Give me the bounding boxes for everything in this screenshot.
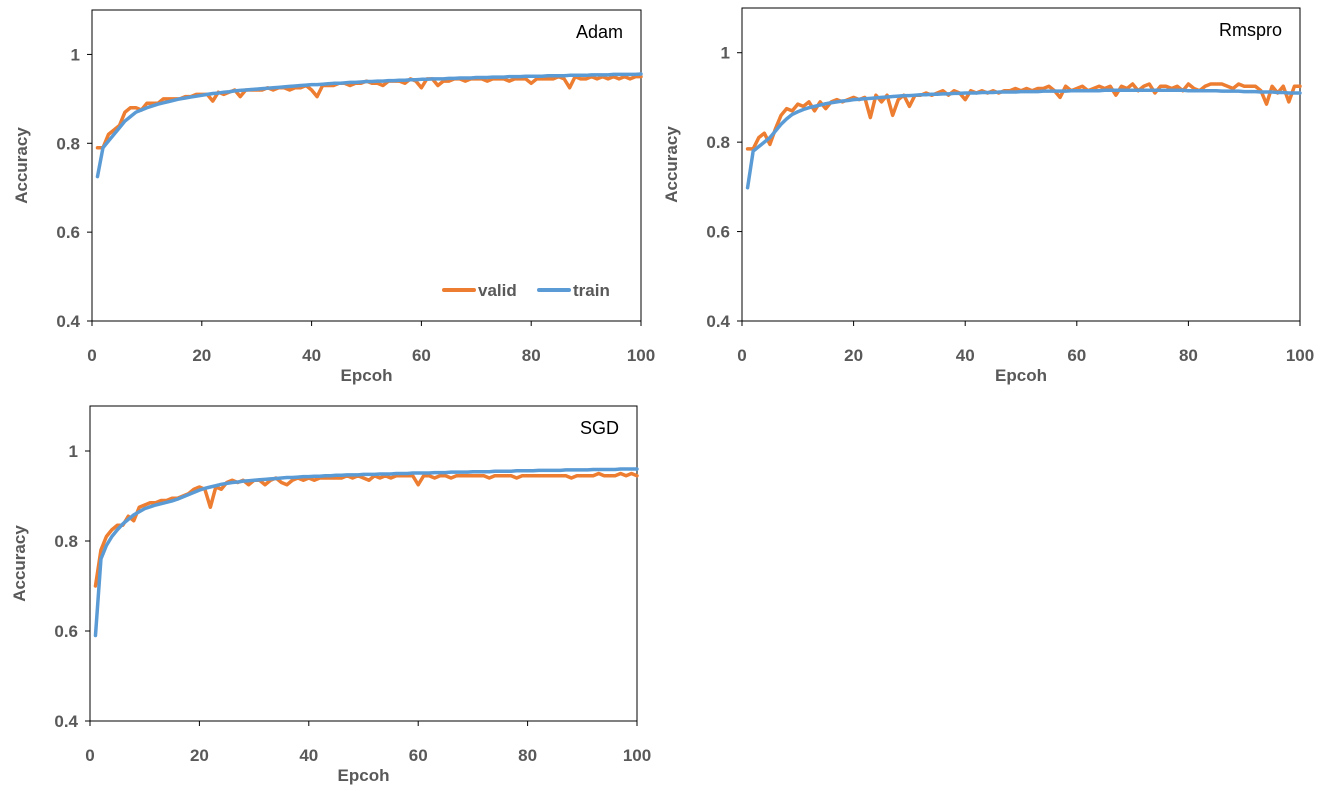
panel3-plot-area [89, 405, 638, 722]
panel1-xtick-label: 80 [522, 346, 541, 365]
panel2-ytick-label: 1 [721, 44, 730, 63]
panel1-x-axis-title: Epcoh [341, 366, 393, 385]
panel1-ytick-label: 0.8 [56, 134, 80, 153]
panel1-xtick-label: 100 [627, 346, 655, 365]
panel3-ytick-label: 0.8 [54, 532, 78, 551]
panel2-ytick-label: 0.8 [706, 133, 730, 152]
panel2-xtick-label: 40 [956, 346, 975, 365]
panel3-xtick-label: 40 [299, 746, 318, 765]
panel1-legend-train-label: train [573, 281, 610, 300]
panel2-ytick-label: 0.4 [706, 312, 730, 331]
panel1-plot-area [91, 9, 642, 322]
panel1-xtick-label: 20 [192, 346, 211, 365]
panel2-xtick-label: 0 [737, 346, 746, 365]
panel2-title: Rmspro [1219, 20, 1282, 40]
panel2-ytick-label: 0.6 [706, 223, 730, 242]
panel1-legend-valid-label: valid [478, 281, 517, 300]
panel2-plot-area [741, 7, 1301, 322]
panel3-x-axis-title: Epcoh [338, 766, 390, 785]
panel1-xtick-label: 0 [87, 346, 96, 365]
panel3-xtick-label: 60 [409, 746, 428, 765]
panel3-xtick-label: 20 [190, 746, 209, 765]
panel3-series-train-line [93, 467, 639, 638]
panel2-y-axis-title: Accuracy [662, 126, 681, 203]
panel1-y-axis-title: Accuracy [12, 127, 31, 204]
panel1-ytick-label: 0.4 [56, 312, 80, 331]
panel2-xtick-label: 100 [1286, 346, 1314, 365]
panel2-x-axis-title: Epcoh [995, 366, 1047, 385]
panel3-xtick-label: 80 [518, 746, 537, 765]
panel3-title: SGD [580, 418, 619, 438]
panel1-title: Adam [576, 22, 623, 42]
panel1-xtick-label: 60 [412, 346, 431, 365]
panel2-xtick-label: 80 [1179, 346, 1198, 365]
panel2-xtick-label: 20 [844, 346, 863, 365]
panel2-xtick-label: 60 [1067, 346, 1086, 365]
panel1-ytick-label: 0.6 [56, 223, 80, 242]
panel3-ytick-label: 0.6 [54, 622, 78, 641]
panel2-series-train-line [745, 88, 1302, 190]
panel1-series-train-line [95, 72, 643, 179]
panel1-xtick-label: 40 [302, 346, 321, 365]
panel3-ytick-label: 0.4 [54, 712, 78, 731]
panel3-xtick-label: 0 [85, 746, 94, 765]
panel3-ytick-label: 1 [69, 442, 78, 461]
panel3-xtick-label: 100 [623, 746, 651, 765]
panel3-y-axis-title: Accuracy [10, 525, 29, 602]
panel1-ytick-label: 1 [71, 45, 80, 64]
